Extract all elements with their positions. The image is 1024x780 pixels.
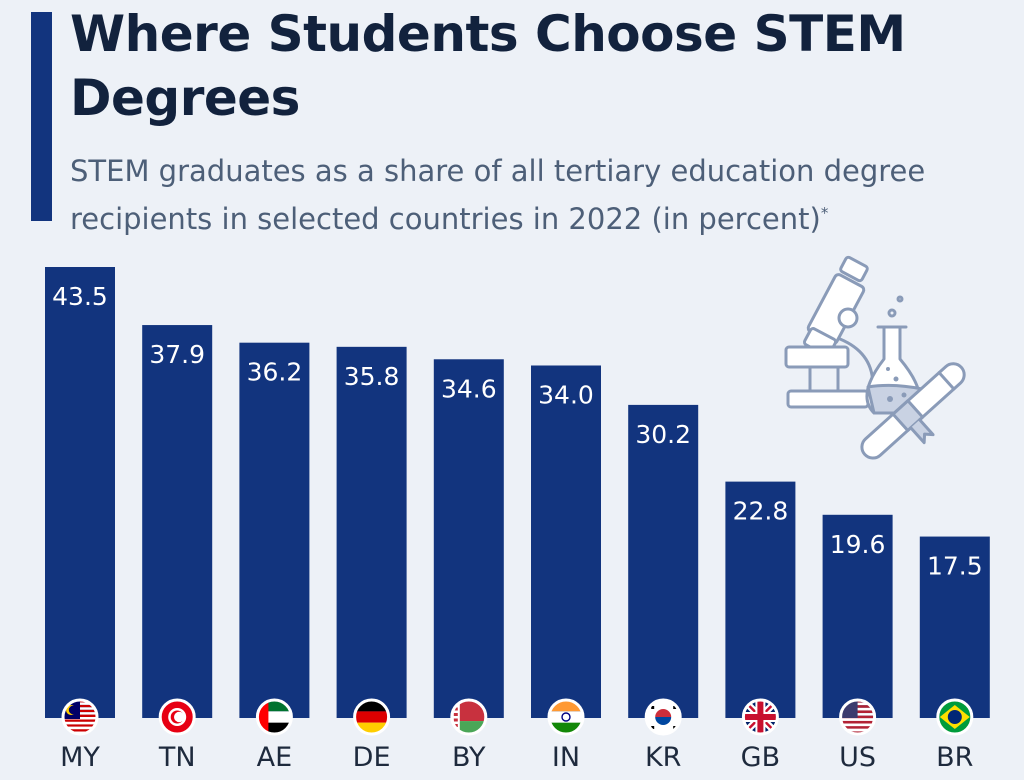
category-label-kr: KR bbox=[645, 742, 681, 773]
value-label-kr: 30.2 bbox=[635, 420, 691, 449]
bar-br bbox=[919, 536, 990, 718]
flag-india-icon bbox=[547, 698, 585, 736]
flag-belarus-icon bbox=[450, 698, 488, 736]
bar-us bbox=[822, 514, 893, 718]
value-label-tn: 37.9 bbox=[149, 340, 205, 369]
category-label-my: MY bbox=[60, 742, 100, 773]
bar-by bbox=[433, 359, 504, 718]
category-label-tn: TN bbox=[158, 742, 196, 773]
value-label-de: 35.8 bbox=[344, 362, 400, 391]
microscope-flask-diploma-icon bbox=[784, 255, 966, 460]
bar-de bbox=[336, 346, 407, 718]
value-label-ae: 36.2 bbox=[247, 358, 303, 387]
value-label-in: 34.0 bbox=[538, 380, 594, 409]
value-label-gb: 22.8 bbox=[733, 497, 789, 526]
chart-subtitle: STEM graduates as a share of all tertiar… bbox=[70, 150, 1010, 240]
category-label-by: BY bbox=[452, 742, 486, 773]
value-label-by: 34.6 bbox=[441, 374, 497, 403]
subtitle-text: STEM graduates as a share of all tertiar… bbox=[70, 154, 926, 236]
flag-uk-icon bbox=[741, 698, 779, 736]
title-accent-bar bbox=[31, 12, 52, 221]
flag-tunisia-icon bbox=[158, 698, 196, 736]
bar-gb bbox=[725, 481, 796, 718]
value-label-us: 19.6 bbox=[830, 530, 886, 559]
value-label-my: 43.5 bbox=[52, 282, 108, 311]
category-label-ae: AE bbox=[257, 742, 293, 773]
bar-kr bbox=[628, 404, 699, 718]
bar-my bbox=[45, 267, 115, 718]
category-label-in: IN bbox=[552, 742, 580, 773]
flag-malaysia-icon bbox=[61, 698, 99, 736]
flag-germany-icon bbox=[353, 698, 391, 736]
bar-in bbox=[531, 365, 601, 718]
flag-south-korea-icon bbox=[644, 698, 682, 736]
category-label-gb: GB bbox=[741, 742, 780, 773]
category-label-us: US bbox=[839, 742, 876, 773]
footnote-marker: * bbox=[820, 204, 829, 222]
flag-usa-icon bbox=[839, 698, 877, 736]
value-label-br: 17.5 bbox=[927, 552, 983, 581]
category-label-br: BR bbox=[936, 742, 973, 773]
flag-uae-icon bbox=[255, 698, 293, 736]
category-label-de: DE bbox=[353, 742, 391, 773]
bar-ae bbox=[239, 342, 310, 718]
chart-title: Where Students Choose STEM Degrees bbox=[70, 5, 906, 127]
bar-tn bbox=[142, 325, 213, 718]
flag-brazil-icon bbox=[936, 698, 974, 736]
